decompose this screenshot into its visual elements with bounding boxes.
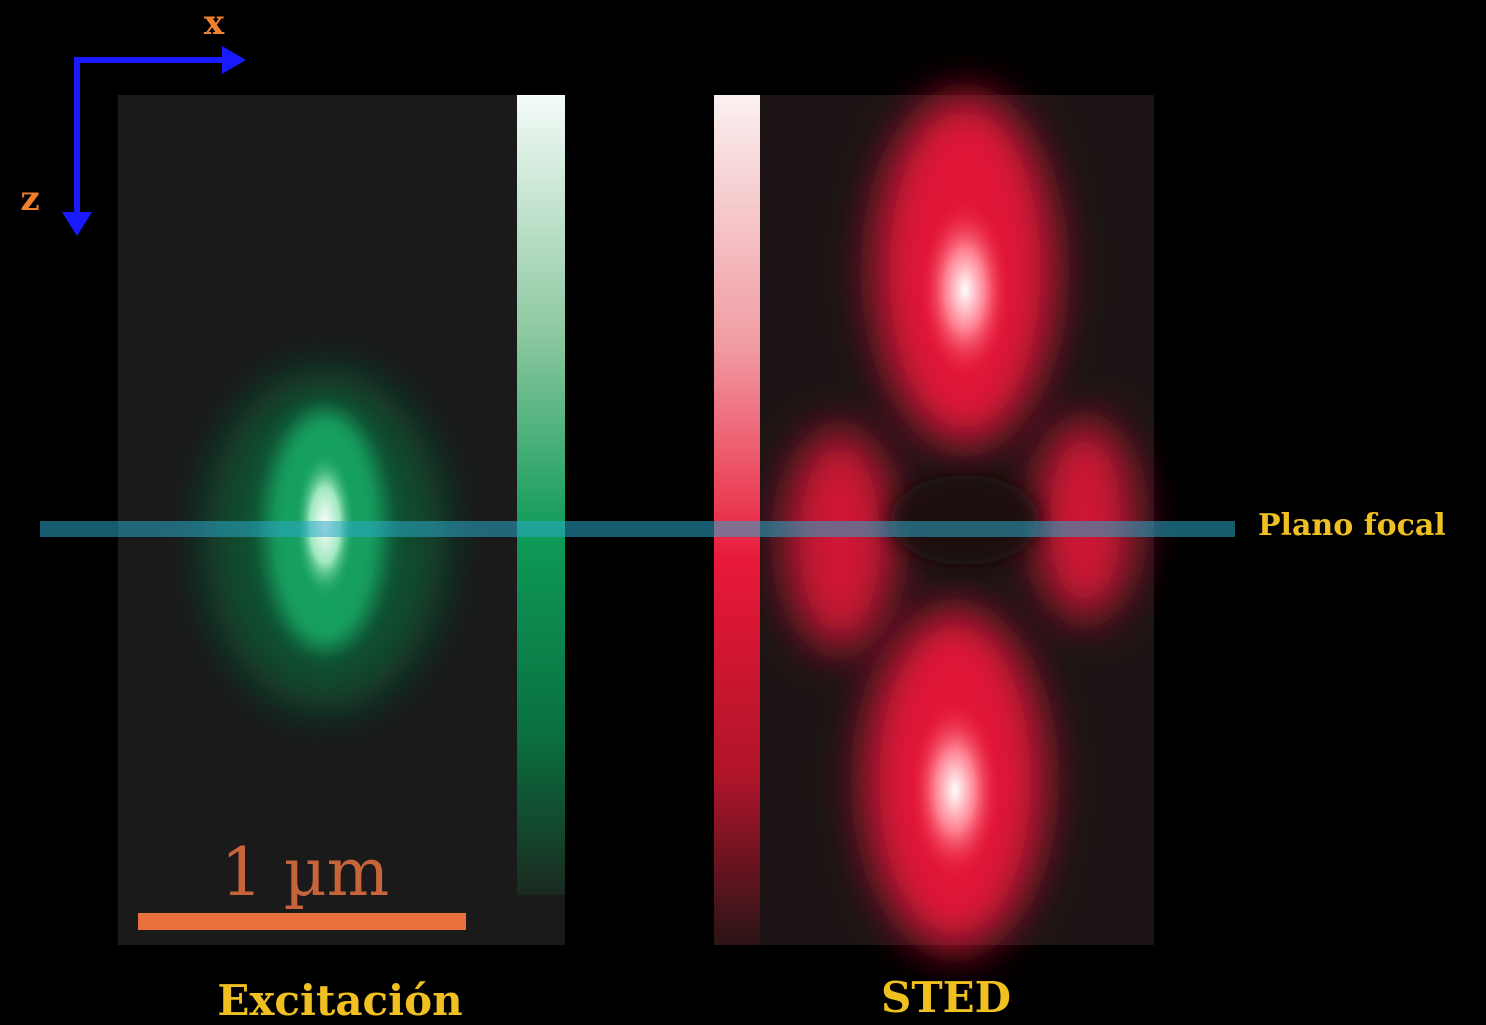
scale-label: 1 µm — [221, 834, 389, 911]
scale-bar — [138, 913, 466, 930]
excitation-image: 1 µm — [118, 95, 565, 945]
focal-plane-label: Plano focal — [1258, 508, 1446, 543]
panel-label: Excitación — [217, 976, 462, 1025]
x-axis-label: x — [204, 3, 225, 43]
panel-label: STED — [881, 973, 1011, 1022]
figure: 1 µm Plano focal x z Excitación STED — [0, 0, 1486, 1025]
focal-plane-line — [40, 521, 1235, 537]
z-axis-label: z — [20, 179, 39, 219]
